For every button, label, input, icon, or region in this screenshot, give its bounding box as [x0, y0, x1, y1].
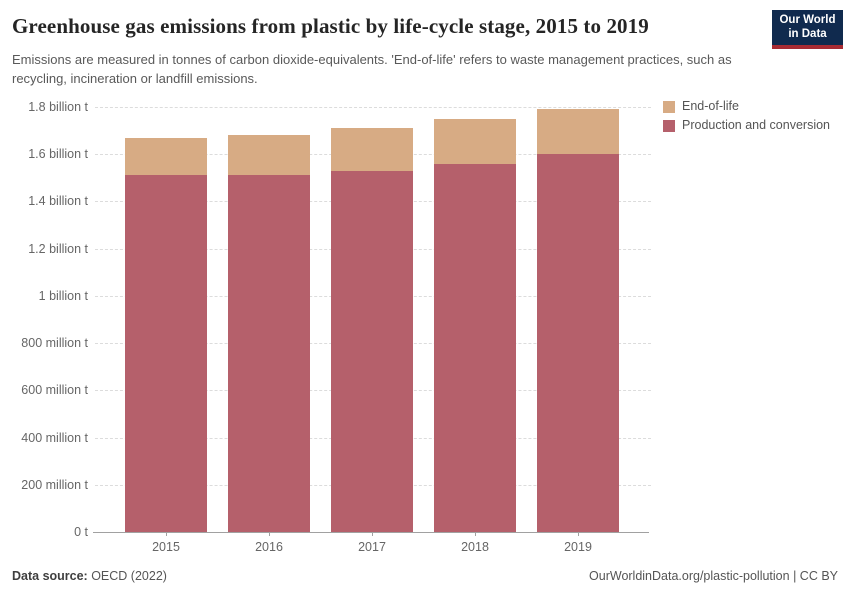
bar-segment-2019-end-of-life[interactable]: [537, 109, 619, 155]
attribution-separator: |: [789, 569, 800, 583]
x-axis-year-label: 2016: [255, 540, 283, 554]
legend-swatch-icon: [663, 119, 675, 132]
x-axis-tick: [578, 532, 579, 536]
y-axis-tick-label: 400 million t: [21, 430, 88, 445]
x-axis-tick: [475, 532, 476, 536]
y-axis-tick-label: 1.2 billion t: [28, 241, 88, 256]
legend-swatch-icon: [663, 100, 675, 113]
bar-segment-2017-end-of-life[interactable]: [331, 128, 413, 171]
legend-label: Production and conversion: [682, 118, 831, 132]
y-axis-tick-label: 600 million t: [21, 383, 88, 398]
chart-legend: End-of-life Production and conversion: [663, 100, 830, 138]
data-source-label: Data source:: [12, 569, 88, 583]
y-axis-tick-label: 800 million t: [21, 336, 88, 351]
page-title: Greenhouse gas emissions from plastic by…: [12, 14, 649, 38]
data-source-value: OECD (2022): [87, 569, 167, 583]
gridline: [95, 107, 651, 108]
owid-logo[interactable]: Our World in Data: [772, 10, 843, 49]
y-axis-tick-label: 1.4 billion t: [28, 194, 88, 209]
bar-segment-2016-end-of-life[interactable]: [228, 135, 310, 176]
bar-segment-2015-production-and-conversion[interactable]: [125, 175, 207, 532]
owid-logo-line2: in Data: [788, 27, 827, 40]
bar-segment-2017-production-and-conversion[interactable]: [331, 170, 413, 532]
owid-logo-line1: Our World: [779, 14, 836, 26]
chart-footer: Data source: OECD (2022) OurWorldinData.…: [12, 569, 838, 583]
legend-item-production-and-conversion[interactable]: Production and conversion: [663, 119, 830, 132]
x-axis-tick: [372, 532, 373, 536]
bar-segment-2015-end-of-life[interactable]: [125, 137, 207, 176]
bar-segment-2016-production-and-conversion[interactable]: [228, 175, 310, 532]
x-axis-line: [93, 532, 649, 533]
y-axis-tick-label: 200 million t: [21, 477, 88, 492]
attribution: OurWorldinData.org/plastic-pollution | C…: [589, 569, 838, 583]
data-source-note: Data source: OECD (2022): [12, 569, 167, 583]
x-axis-tick: [166, 532, 167, 536]
x-axis-year-label: 2015: [152, 540, 180, 554]
x-axis-year-label: 2019: [564, 540, 592, 554]
y-axis-tick-label: 0 t: [74, 525, 88, 539]
y-axis-tick-label: 1.6 billion t: [28, 147, 88, 162]
x-axis-tick: [269, 532, 270, 536]
y-axis-tick-label: 1 billion t: [38, 288, 88, 303]
legend-label: End-of-life: [682, 99, 739, 113]
x-axis-year-label: 2017: [358, 540, 386, 554]
bar-segment-2018-end-of-life[interactable]: [434, 118, 516, 164]
license-label[interactable]: CC BY: [799, 569, 838, 583]
legend-item-end-of-life[interactable]: End-of-life: [663, 100, 830, 113]
chart-subtitle: Emissions are measured in tonnes of carb…: [12, 52, 732, 86]
x-axis-year-label: 2018: [461, 540, 489, 554]
owid-url-link[interactable]: OurWorldinData.org/plastic-pollution: [589, 569, 790, 583]
y-axis-tick-label: 1.8 billion t: [28, 100, 88, 114]
bar-segment-2018-production-and-conversion[interactable]: [434, 163, 516, 532]
bar-segment-2019-production-and-conversion[interactable]: [537, 154, 619, 532]
